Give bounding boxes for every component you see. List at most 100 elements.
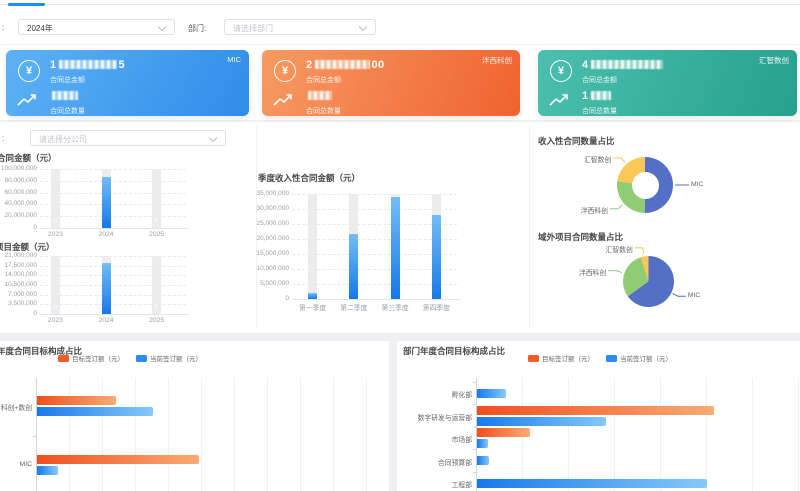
redacted-digits (52, 91, 78, 100)
external-count-pie-title: 域外项目合同数量占比 (538, 232, 624, 242)
x-tick-label: 2025 (149, 231, 165, 238)
target-bar (477, 428, 530, 437)
total-amount-label: 合同总金额 (50, 77, 85, 84)
dept-select-placeholder: 请选择部门 (233, 24, 273, 33)
total-count-value (306, 90, 334, 102)
total-amount-label: 合同总金额 (306, 77, 341, 84)
bar-value-zero: 0 (154, 219, 159, 225)
bar (101, 177, 111, 228)
active-tab-indicator (8, 3, 45, 6)
top-divider (0, 4, 800, 5)
current-bar (477, 478, 707, 488)
year-filter-label: : (2, 23, 5, 32)
legend-item-target[interactable]: 目标签订额（元） (58, 353, 124, 363)
donut-hole (631, 171, 659, 199)
total-count-label: 合同总数量 (582, 108, 617, 115)
slice-label: 泮西科创 (578, 269, 607, 277)
redacted-digits (308, 91, 332, 100)
bar-value-zero: 0 (53, 219, 57, 225)
gridline (292, 194, 457, 195)
legend-label: 当前签订额（元） (150, 356, 202, 363)
y-tick-label: 0 (33, 310, 37, 317)
current-bar (477, 439, 488, 448)
company-filter-label: : (2, 134, 5, 143)
y-tick-label: 14,000,000 (4, 271, 37, 279)
target-bar (477, 405, 714, 415)
bar-value-zero: 0 (154, 305, 159, 311)
gridline-vertical (333, 378, 334, 491)
legend-item-current[interactable]: 当前签订额（元） (606, 353, 672, 363)
axis-tick (473, 471, 476, 473)
x-tick-label: 2023 (47, 231, 63, 238)
year-select[interactable]: 2024年 (18, 19, 175, 35)
gridline (40, 192, 186, 194)
legend-swatch-orange (58, 354, 69, 362)
top-filter-bar: : 2024年 部门: 请选择部门 (0, 0, 800, 44)
legend-label: 目标签订额（元） (542, 356, 594, 363)
bar (390, 197, 400, 299)
annual-amount-chart-title: 合同金额（元） (0, 153, 57, 163)
dept-target-legend: 目标签订额（元） 当前签订额（元） (440, 353, 760, 363)
gridline-vertical (135, 378, 136, 491)
axis-tick (33, 435, 36, 437)
x-axis-line (40, 314, 189, 315)
axis-tick (473, 381, 476, 383)
current-bar (477, 388, 506, 398)
current-bar (37, 407, 153, 416)
dept-target-chart-title: 部门年度合同目标构成占比 (403, 346, 506, 356)
gridline (40, 285, 186, 286)
y-axis-line (476, 378, 477, 491)
gridline (292, 254, 457, 255)
company-select[interactable]: 请选择分公司 (30, 130, 226, 146)
category-label: 科创+数创 (0, 405, 32, 412)
gridline (40, 204, 186, 206)
yuan-circulation-icon: ¥ (18, 60, 40, 82)
annual-target-legend: 目标签订额（元） 当前签订额（元） (0, 353, 260, 363)
y-axis-line (36, 378, 37, 491)
redacted-digits (314, 60, 370, 69)
dept-target-panel (397, 341, 800, 491)
annual-target-panel (0, 341, 389, 491)
category-label: 数字研发与运营部 (417, 414, 472, 422)
dept-select[interactable]: 请选择部门 (224, 19, 376, 35)
gridline (40, 275, 186, 277)
gridline (40, 304, 186, 306)
gridline (292, 284, 457, 285)
y-tick-label: 35,000,000 (256, 190, 289, 197)
year-select-value: 2024年 (27, 24, 53, 33)
trend-up-icon (273, 92, 294, 112)
current-bar (477, 416, 606, 426)
x-axis-line (292, 299, 460, 300)
y-tick-label: 60,000,000 (4, 188, 37, 196)
gridline-vertical (69, 378, 70, 491)
external-amount-chart-title: 项目金额（元） (0, 242, 55, 252)
gridline (292, 209, 457, 210)
category-label: 市场部 (451, 437, 472, 444)
gridline-vertical (201, 378, 202, 491)
legend-swatch-blue (606, 354, 617, 362)
yuan-circulation-icon: ¥ (550, 60, 572, 82)
legend-item-target[interactable]: 目标签订额（元） (528, 353, 594, 363)
chevron-down-icon (157, 22, 167, 32)
bar-background (308, 194, 318, 299)
bar-background (50, 169, 60, 228)
chevron-down-icon (208, 133, 218, 143)
y-tick-label: 20,000,000 (4, 212, 37, 220)
trend-up-icon (549, 92, 570, 112)
bar (101, 263, 111, 314)
y-tick-label: 25,000,000 (256, 220, 289, 227)
gridline (292, 239, 457, 240)
category-label: MIC (19, 461, 32, 468)
x-tick-label: 第四季度 (422, 305, 450, 312)
y-tick-label: 80,000,000 (4, 176, 37, 184)
slice-label: 泮西科创 (580, 207, 608, 215)
x-tick-label: 第一季度 (299, 305, 327, 312)
x-tick-label: 2024 (98, 317, 114, 324)
legend-item-current[interactable]: 当前签订额（元） (136, 353, 202, 363)
x-tick-label: 第二季度 (340, 305, 368, 312)
total-amount-label: 合同总金额 (582, 77, 617, 84)
slice-label: 汇智数创 (605, 246, 633, 254)
target-bar (37, 396, 116, 405)
